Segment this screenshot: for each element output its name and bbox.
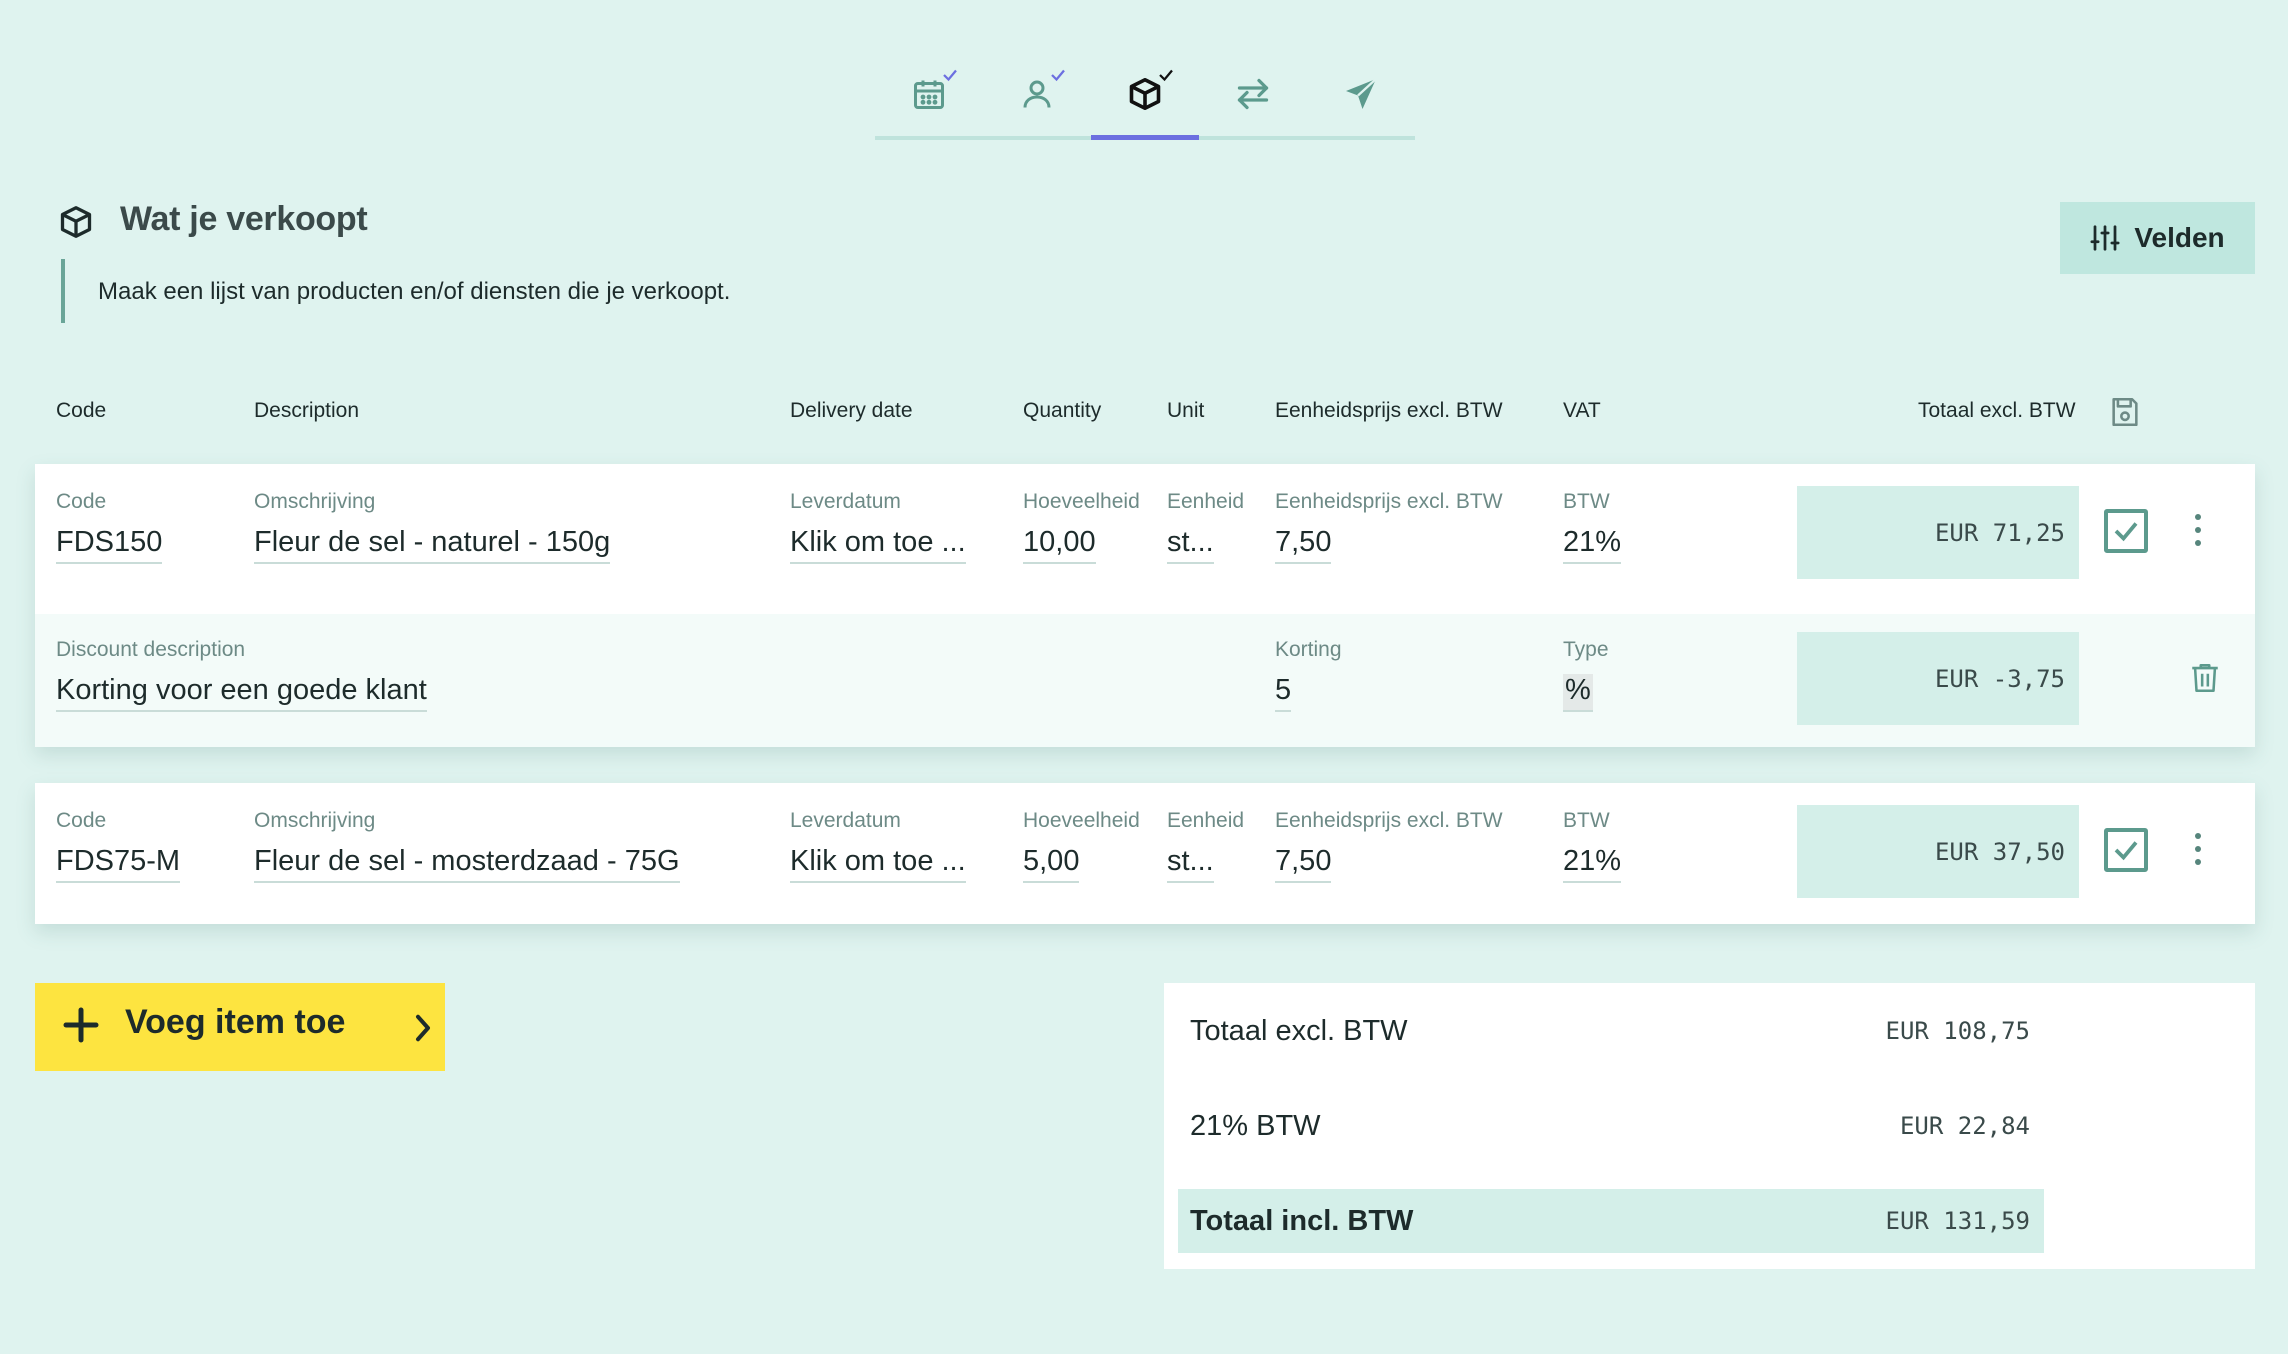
include-checkbox[interactable]	[2104, 509, 2148, 553]
unit-price-field[interactable]: 7,50	[1275, 526, 1332, 564]
discount-description-label: Discount description	[56, 638, 246, 661]
column-header-code: Code	[56, 399, 107, 422]
discount-description-field[interactable]: Korting voor een goede klant	[56, 674, 427, 712]
column-header-vat: VAT	[1563, 399, 1601, 422]
more-options-icon[interactable]	[2188, 829, 2208, 869]
vat-label: BTW	[1563, 809, 1610, 832]
description-label: Omschrijving	[254, 809, 376, 832]
column-header-delivery-date: Delivery date	[790, 399, 913, 422]
description-accent-bar	[61, 259, 65, 323]
line-item-card: Code FDS150 Omschrijving Fleur de sel - …	[35, 464, 2255, 747]
person-icon	[1023, 80, 1051, 108]
column-header-unit: Unit	[1167, 399, 1205, 422]
step-transfer[interactable]	[1199, 52, 1307, 136]
delivery-date-field[interactable]: Klik om toe ...	[790, 526, 966, 564]
chevron-right-icon	[416, 1014, 430, 1042]
description-field[interactable]: Fleur de sel - mosterdzaad - 75G	[254, 845, 680, 883]
step-complete-check-icon	[1051, 69, 1065, 82]
add-item-button[interactable]: Voeg item toe	[35, 983, 445, 1071]
step-person[interactable]	[983, 52, 1091, 136]
discount-amount-label: Korting	[1275, 638, 1342, 661]
line-total: EUR 37,50	[1797, 805, 2079, 898]
quantity-field[interactable]: 5,00	[1023, 845, 1080, 883]
step-box[interactable]	[1091, 52, 1199, 136]
vat-row: 21% BTW EUR 22,84	[1178, 1094, 2044, 1158]
code-field[interactable]: FDS75-M	[56, 845, 181, 883]
discount-amount-field[interactable]: 5	[1275, 674, 1292, 712]
vat-label: BTW	[1563, 490, 1610, 513]
line-total: EUR 71,25	[1797, 486, 2079, 579]
description-label: Omschrijving	[254, 490, 376, 513]
unit-price-label: Eenheidsprijs excl. BTW	[1275, 490, 1503, 513]
section-title: Wat je verkoopt	[120, 200, 368, 238]
delivery-date-label: Leverdatum	[790, 490, 901, 513]
calendar-icon	[914, 80, 944, 109]
unit-price-label: Eenheidsprijs excl. BTW	[1275, 809, 1503, 832]
trash-icon[interactable]	[2188, 660, 2222, 696]
vat-total-value: EUR 22,84	[1899, 1112, 2030, 1140]
discount-row: Discount description Korting voor een go…	[35, 614, 2255, 747]
unit-label: Eenheid	[1167, 490, 1245, 513]
column-header-total: Totaal excl. BTW	[1918, 399, 2076, 422]
vat-total-label: 21% BTW	[1190, 1109, 1321, 1142]
step-complete-check-icon	[943, 69, 957, 82]
unit-field[interactable]: st...	[1167, 845, 1214, 883]
section-description: Maak een lijst van producten en/of diens…	[98, 278, 731, 305]
grand-total-label: Totaal incl. BTW	[1190, 1204, 1414, 1237]
quantity-label: Hoeveelheid	[1023, 490, 1140, 513]
totals-panel: Totaal excl. BTW EUR 108,75 21% BTW EUR …	[1164, 983, 2255, 1269]
delivery-date-label: Leverdatum	[790, 809, 901, 832]
quantity-field[interactable]: 10,00	[1023, 526, 1096, 564]
discount-total: EUR -3,75	[1797, 632, 2079, 725]
column-header-unit-price: Eenheidsprijs excl. BTW	[1275, 399, 1503, 422]
delivery-date-field[interactable]: Klik om toe ...	[790, 845, 966, 883]
grand-total-row: Totaal incl. BTW EUR 131,59	[1178, 1189, 2044, 1253]
line-item-card: Code FDS75-M Omschrijving Fleur de sel -…	[35, 783, 2255, 924]
discount-type-label: Type	[1563, 638, 1609, 661]
fields-button[interactable]: Velden	[2060, 202, 2255, 274]
unit-field[interactable]: st...	[1167, 526, 1214, 564]
checkmark-icon	[2114, 522, 2138, 542]
include-checkbox[interactable]	[2104, 828, 2148, 872]
send-plane-icon	[1346, 78, 1377, 109]
code-label: Code	[56, 809, 107, 832]
more-options-icon[interactable]	[2188, 510, 2208, 550]
transfer-arrows-icon	[1237, 78, 1269, 110]
add-item-label: Voeg item toe	[125, 1003, 346, 1041]
code-field[interactable]: FDS150	[56, 526, 163, 564]
column-header-quantity: Quantity	[1023, 399, 1102, 422]
step-send[interactable]	[1307, 52, 1415, 136]
subtotal-label: Totaal excl. BTW	[1190, 1014, 1408, 1047]
column-header-description: Description	[254, 399, 360, 422]
fields-button-label: Velden	[2134, 222, 2225, 253]
save-icon[interactable]	[2108, 395, 2142, 429]
plus-icon	[63, 1007, 99, 1043]
box-icon	[60, 206, 92, 238]
description-field[interactable]: Fleur de sel - naturel - 150g	[254, 526, 611, 564]
progress-stepper	[875, 52, 1415, 140]
code-label: Code	[56, 490, 107, 513]
vat-field[interactable]: 21%	[1563, 845, 1622, 883]
sliders-icon	[2090, 225, 2120, 251]
unit-label: Eenheid	[1167, 809, 1245, 832]
subtotal-row: Totaal excl. BTW EUR 108,75	[1178, 999, 2044, 1063]
discount-type-select[interactable]: %	[1563, 674, 1593, 712]
stepper-active-indicator	[1091, 135, 1199, 140]
unit-price-field[interactable]: 7,50	[1275, 845, 1332, 883]
grand-total-value: EUR 131,59	[1885, 1207, 2031, 1235]
step-calendar[interactable]	[875, 52, 983, 136]
quantity-label: Hoeveelheid	[1023, 809, 1140, 832]
step-complete-check-icon	[1159, 69, 1173, 82]
vat-field[interactable]: 21%	[1563, 526, 1622, 564]
box-icon	[1129, 77, 1161, 111]
checkmark-icon	[2114, 841, 2138, 861]
subtotal-value: EUR 108,75	[1885, 1017, 2031, 1045]
